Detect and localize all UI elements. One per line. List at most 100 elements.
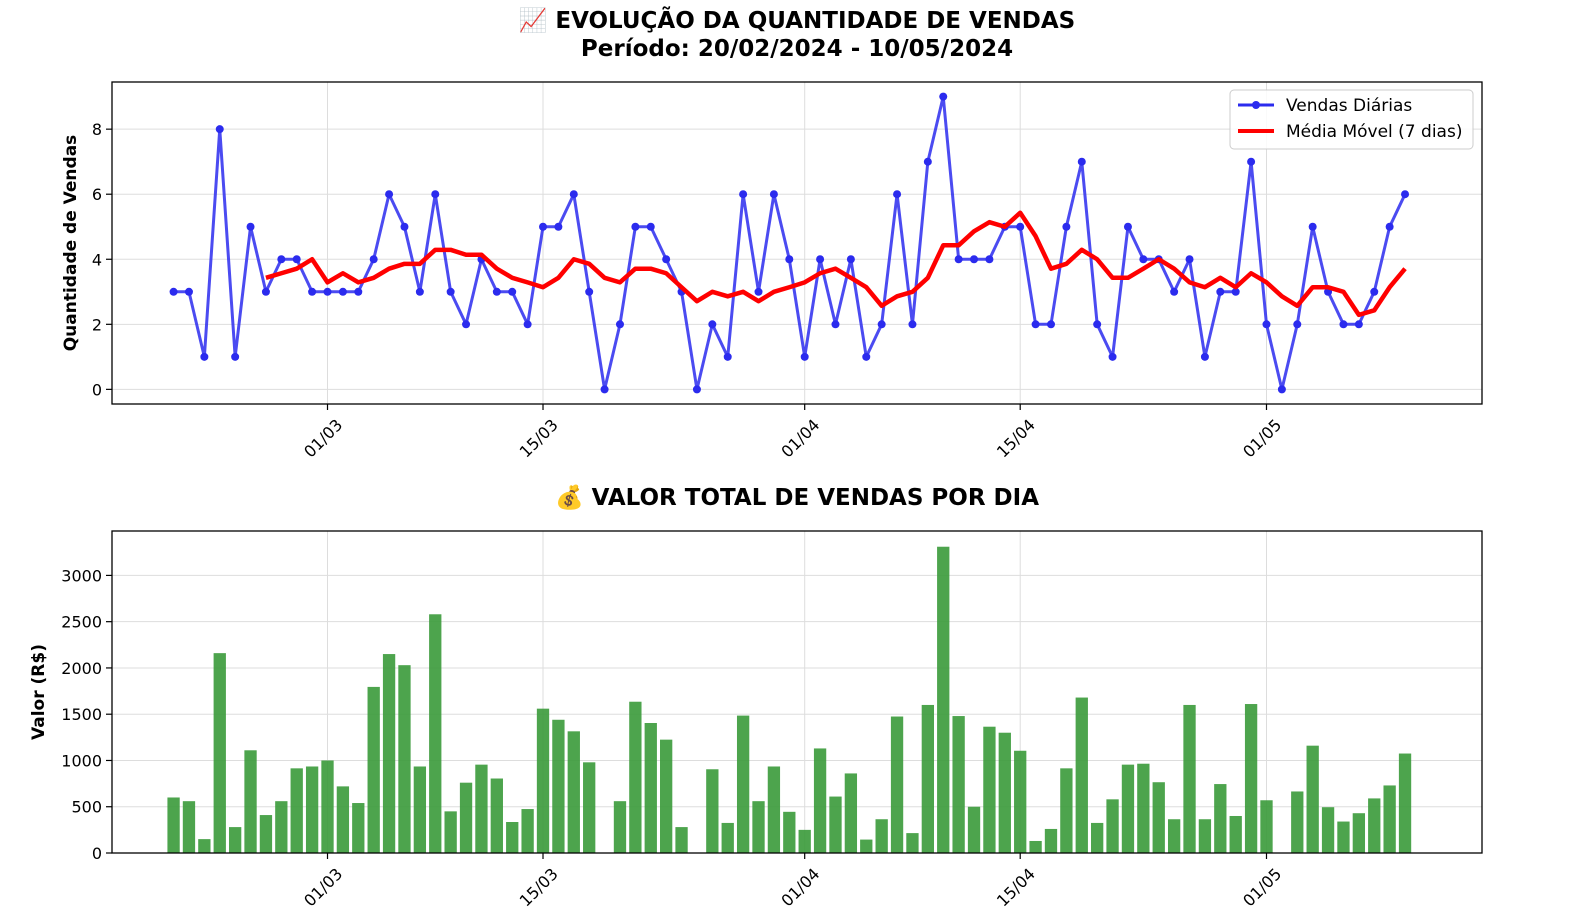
y-tick-label: 1500 [61, 705, 102, 724]
bar [798, 829, 811, 853]
chart-title-bottom: 💰 VALOR TOTAL DE VENDAS POR DIA [555, 484, 1039, 511]
line-chart-frame [111, 81, 1483, 405]
data-point [1354, 320, 1363, 329]
x-tick-label: 01/05 [1239, 415, 1285, 461]
data-point [400, 222, 409, 231]
data-point [754, 287, 763, 296]
bar [413, 766, 427, 853]
data-point [231, 352, 240, 361]
line-chart-x-ticks: 01/03 15/03 01/04 15/04 01/05 [300, 404, 1285, 461]
data-point [1046, 320, 1055, 329]
line-chart-y-label: Quantidade de Vendas [61, 135, 81, 352]
bar [1337, 821, 1350, 853]
data-point [723, 352, 732, 361]
data-point [431, 190, 440, 199]
data-point [1016, 222, 1025, 231]
data-point [862, 352, 871, 361]
bar-chart-panel: 0 500 1000 1500 2000 2500 3000 01/03 15/03 01/04… [29, 530, 1483, 910]
data-point [785, 255, 794, 264]
bar [752, 801, 765, 853]
data-point [954, 255, 963, 264]
data-point [1262, 320, 1271, 329]
bar [613, 801, 627, 853]
data-point [816, 255, 825, 264]
bar [444, 811, 457, 853]
bar [506, 822, 519, 853]
data-point [261, 287, 270, 296]
bar [1152, 782, 1165, 853]
bar [813, 748, 827, 853]
bar-chart-y-ticks: 0 500 1000 1500 2000 2500 3000 [61, 566, 112, 863]
x-tick-label: 01/04 [777, 864, 823, 910]
data-point [1200, 352, 1209, 361]
data-point [1231, 287, 1240, 296]
data-point [1185, 255, 1194, 264]
data-point [1216, 287, 1225, 296]
x-tick-label: 01/03 [300, 864, 346, 910]
y-tick-label: 2000 [61, 659, 102, 678]
data-point [831, 320, 840, 329]
bar [644, 723, 657, 853]
bar [1044, 828, 1058, 853]
chart-subtitle-top: Período: 20/02/2024 - 10/05/2024 [581, 36, 1013, 62]
data-point [893, 190, 902, 199]
data-point [169, 287, 178, 296]
bar [459, 782, 473, 853]
bar [890, 716, 904, 853]
legend-label-moving-avg: Média Móvel (7 dias) [1286, 122, 1462, 142]
x-tick-label: 15/03 [516, 415, 562, 461]
data-point [508, 287, 517, 296]
bar [429, 614, 442, 853]
data-point [923, 157, 932, 166]
data-point [739, 190, 748, 199]
line-chart-panel: 0 2 4 6 8 01/03 15/03 01/04 15/04 01/05 Quantida… [61, 81, 1483, 461]
chart-title-top: 📈 EVOLUÇÃO DA QUANTIDADE DE VENDAS [519, 6, 1076, 34]
y-tick-label: 0 [92, 844, 102, 863]
x-tick-label: 15/04 [993, 864, 1039, 910]
bar [767, 766, 781, 853]
y-tick-label: 2 [92, 315, 102, 334]
bar [1306, 745, 1319, 853]
data-point [446, 287, 455, 296]
bar [228, 827, 242, 853]
bar [1398, 753, 1412, 853]
data-point [1385, 222, 1394, 231]
x-tick-label: 15/04 [993, 415, 1039, 461]
bar-chart-frame [111, 530, 1483, 854]
bar [1014, 750, 1027, 853]
bar [860, 839, 873, 853]
bar [583, 762, 596, 853]
y-tick-label: 2500 [61, 613, 102, 632]
data-point [769, 190, 778, 199]
data-point [1108, 352, 1117, 361]
data-point [1031, 320, 1040, 329]
bar [1060, 768, 1073, 853]
data-point [554, 222, 563, 231]
bar [1368, 798, 1381, 853]
data-point [692, 385, 701, 394]
bar [983, 726, 996, 853]
y-tick-label: 4 [92, 250, 102, 269]
data-point [970, 255, 979, 264]
bar [1121, 764, 1135, 853]
bar [167, 797, 180, 853]
data-point [1139, 255, 1148, 264]
bar [182, 801, 196, 853]
bar [1137, 763, 1150, 853]
data-point [1401, 190, 1410, 199]
bar [567, 731, 580, 853]
bar [1091, 822, 1104, 853]
data-point [323, 287, 332, 296]
bar [844, 773, 858, 853]
bar-chart-x-ticks: 01/03 15/03 01/04 15/04 01/05 [300, 853, 1285, 910]
bar [736, 715, 750, 853]
bar [198, 839, 211, 853]
bar [336, 786, 350, 853]
data-point [846, 255, 855, 264]
data-point [1077, 157, 1086, 166]
legend-box [1229, 89, 1474, 150]
y-tick-label: 6 [92, 185, 102, 204]
data-point [462, 320, 471, 329]
data-point [338, 287, 347, 296]
